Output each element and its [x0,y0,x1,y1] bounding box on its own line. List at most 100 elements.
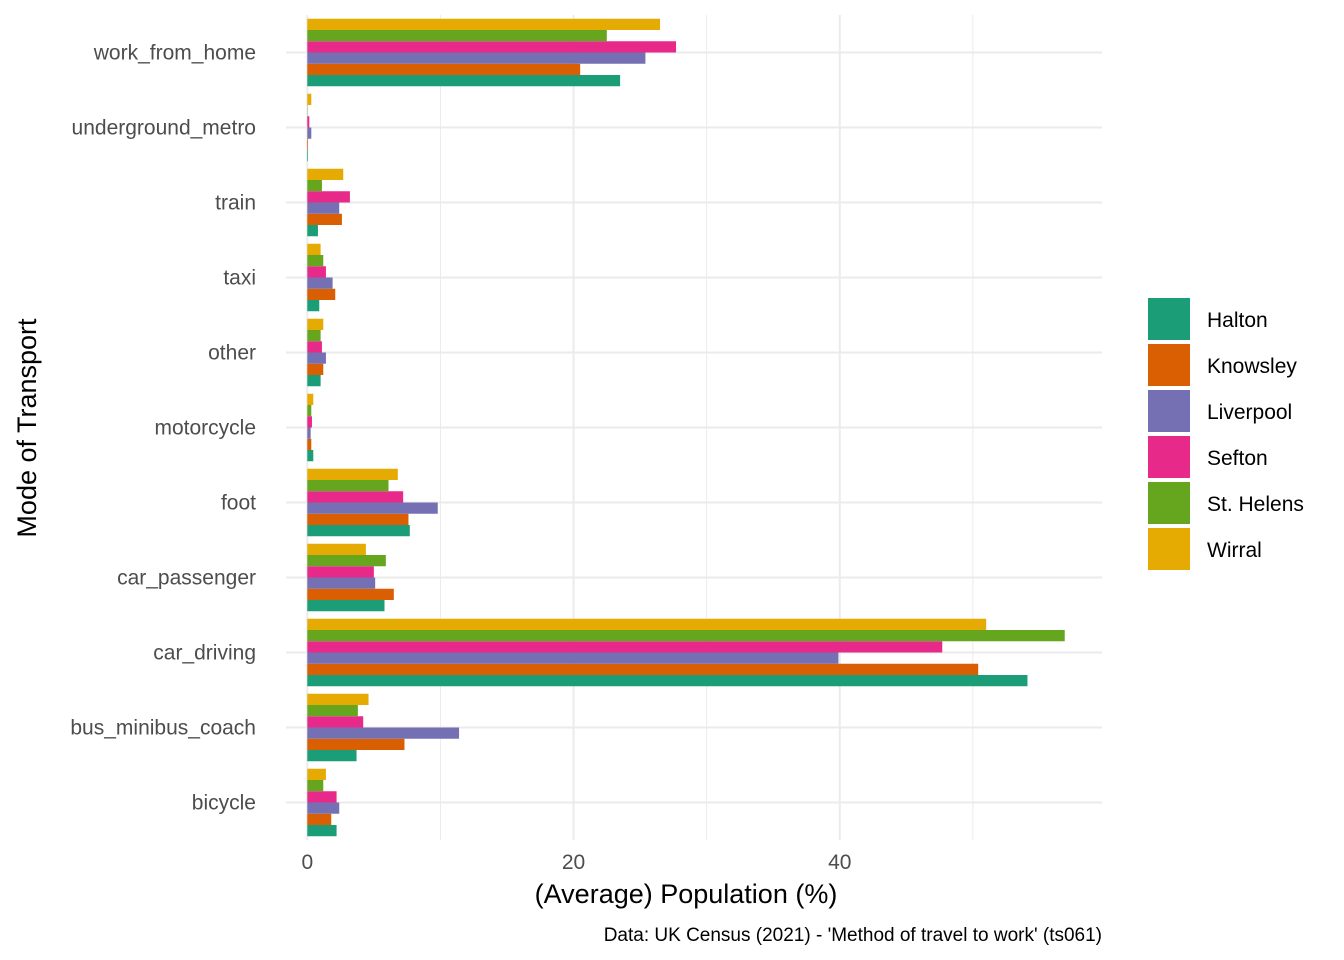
bar-wirral-underground_metro [307,93,312,105]
bar-halton-train [307,225,318,237]
bar-liverpool-other [307,352,326,364]
bar-knowsley-other [307,363,324,375]
bar-knowsley-car_passenger [307,588,394,600]
y-tick-label: car_driving [153,642,256,665]
y-tick-label: car_passenger [117,567,256,590]
x-axis-title: (Average) Population (%) [535,879,838,909]
legend-label: Wirral [1207,539,1262,562]
bar-st-helens-bicycle [307,780,324,792]
bar-st-helens-motorcycle [307,405,312,417]
legend-label: St. Helens [1207,493,1304,516]
bar-wirral-bus_minibus_coach [307,693,369,705]
y-tick-label: work_from_home [93,42,256,65]
bar-sefton-other [307,341,322,353]
bar-wirral-other [307,318,324,330]
bars [307,18,1065,837]
bar-sefton-foot [307,491,404,503]
bar-sefton-bicycle [307,791,337,803]
y-tick-label: bicycle [192,792,256,815]
bar-liverpool-motorcycle [307,427,311,439]
legend-label: Halton [1207,309,1268,332]
legend-swatch [1148,298,1190,340]
bar-st-helens-taxi [307,255,324,267]
bar-sefton-car_passenger [307,566,374,578]
y-tick-label: train [215,192,256,215]
y-tick-label: taxi [223,267,256,290]
bar-knowsley-motorcycle [307,438,312,450]
legend-swatch [1148,482,1190,524]
bar-liverpool-car_driving [307,652,839,664]
bar-halton-underground_metro [307,150,308,162]
bar-liverpool-car_passenger [307,577,376,589]
bar-sefton-underground_metro [307,116,310,128]
legend-swatch [1148,344,1190,386]
bar-wirral-motorcycle [307,393,314,405]
bar-sefton-bus_minibus_coach [307,716,364,728]
bar-wirral-work_from_home [307,18,661,30]
bar-liverpool-train [307,202,340,214]
x-tick-labels: 0 20 40 [301,851,851,874]
legend-label: Sefton [1207,447,1268,470]
bar-liverpool-foot [307,502,438,514]
bar-sefton-taxi [307,266,326,278]
bar-halton-bicycle [307,825,337,837]
bar-halton-car_passenger [307,600,385,612]
x-tick-label: 0 [301,851,313,874]
legend-swatch [1148,436,1190,478]
bar-liverpool-work_from_home [307,52,646,64]
bar-knowsley-car_driving [307,663,979,675]
bar-wirral-foot [307,468,398,480]
bar-st-helens-car_passenger [307,555,386,567]
bar-sefton-train [307,191,350,203]
bar-wirral-car_passenger [307,543,366,555]
y-tick-label: bus_minibus_coach [70,717,256,740]
y-tick-label: foot [221,492,256,515]
bar-knowsley-bus_minibus_coach [307,738,405,750]
bar-st-helens-foot [307,480,389,492]
bar-knowsley-work_from_home [307,63,581,75]
bar-knowsley-taxi [307,288,336,300]
bar-sefton-motorcycle [307,416,312,428]
bar-knowsley-bicycle [307,813,332,825]
bar-halton-foot [307,525,410,537]
bar-wirral-car_driving [307,618,987,630]
caption: Data: UK Census (2021) - 'Method of trav… [604,925,1102,946]
bar-st-helens-car_driving [307,630,1065,642]
bar-knowsley-underground_metro [307,138,308,150]
bar-liverpool-bus_minibus_coach [307,727,460,739]
legend-label: Liverpool [1207,401,1292,424]
bar-sefton-car_driving [307,641,943,653]
bar-halton-work_from_home [307,75,621,87]
y-tick-label: underground_metro [72,117,256,140]
bar-liverpool-underground_metro [307,127,312,139]
x-tick-label: 40 [828,851,851,874]
bar-wirral-train [307,168,344,180]
bar-st-helens-bus_minibus_coach [307,705,358,717]
x-tick-label: 20 [562,851,585,874]
bar-liverpool-taxi [307,277,333,289]
y-axis-title: Mode of Transport [12,318,42,538]
bar-halton-bus_minibus_coach [307,750,357,762]
bar-halton-car_driving [307,675,1028,687]
bar-knowsley-train [307,213,342,225]
legend-swatch [1148,528,1190,570]
y-tick-label: other [208,342,256,365]
gridlines [286,15,1102,840]
bar-st-helens-work_from_home [307,30,607,42]
bar-wirral-taxi [307,243,321,255]
bar-halton-other [307,375,321,387]
y-tick-label: motorcycle [154,417,256,440]
bar-halton-taxi [307,300,320,312]
bar-sefton-work_from_home [307,41,677,53]
legend: Halton Knowsley Liverpool Sefton St. Helens W… [1148,298,1304,570]
bar-liverpool-bicycle [307,802,340,814]
bar-wirral-bicycle [307,768,326,780]
bar-halton-motorcycle [307,450,314,462]
bar-st-helens-other [307,330,321,342]
bar-knowsley-foot [307,513,409,525]
bar-st-helens-train [307,180,322,192]
legend-swatch [1148,390,1190,432]
legend-label: Knowsley [1207,355,1297,378]
